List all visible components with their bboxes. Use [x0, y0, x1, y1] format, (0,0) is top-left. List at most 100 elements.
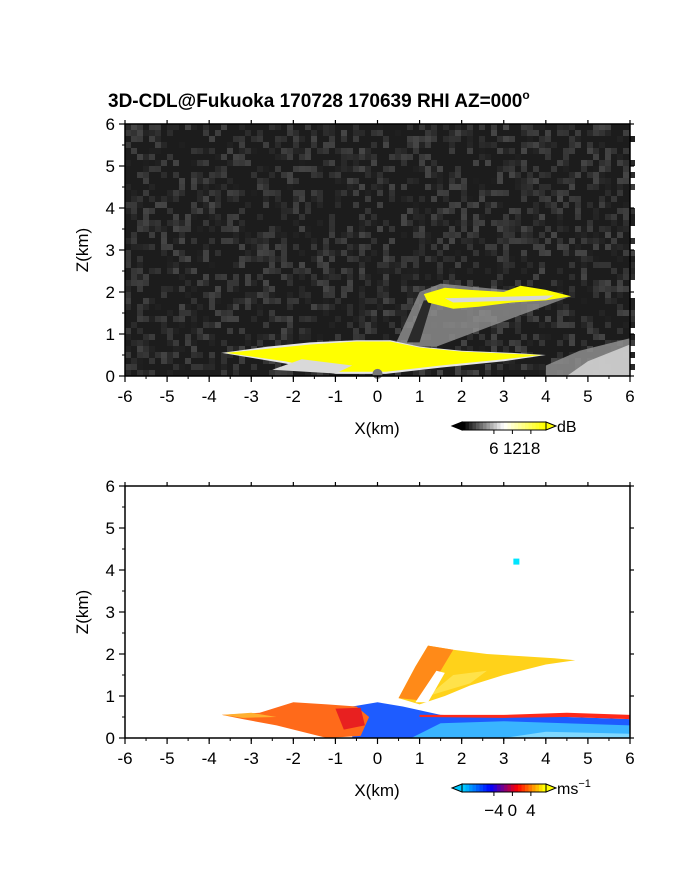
reflectivity-noise-cell [623, 130, 629, 136]
reflectivity-noise-cell [593, 184, 599, 190]
velocity-x-tick-label: 6 [625, 749, 634, 768]
velocity-colorbar-segment [469, 784, 474, 792]
reflectivity-noise-cell [611, 286, 617, 292]
reflectivity-noise-cell [233, 184, 239, 190]
reflectivity-noise-cell [353, 184, 359, 190]
reflectivity-noise-cell [125, 370, 131, 376]
reflectivity-noise-cell [353, 316, 359, 322]
reflectivity-noise-cell [191, 184, 197, 190]
reflectivity-noise-cell [401, 232, 407, 238]
reflectivity-noise-cell [209, 238, 215, 244]
reflectivity-noise-cell [551, 166, 557, 172]
reflectivity-noise-cell [401, 304, 407, 310]
reflectivity-noise-cell [323, 244, 329, 250]
reflectivity-noise-cell [269, 148, 275, 154]
reflectivity-noise-cell [479, 148, 485, 154]
reflectivity-noise-cell [347, 256, 353, 262]
reflectivity-noise-cell [347, 148, 353, 154]
reflectivity-noise-cell [515, 328, 521, 334]
reflectivity-noise-cell [479, 334, 485, 340]
reflectivity-noise-cell [563, 226, 569, 232]
reflectivity-noise-cell [287, 124, 293, 130]
reflectivity-noise-cell [539, 136, 545, 142]
reflectivity-noise-cell [221, 370, 227, 376]
reflectivity-noise-cell [179, 364, 185, 370]
reflectivity-noise-cell [215, 190, 221, 196]
reflectivity-noise-cell [359, 304, 365, 310]
reflectivity-noise-cell [533, 244, 539, 250]
reflectivity-noise-cell [449, 274, 455, 280]
reflectivity-noise-cell [173, 220, 179, 226]
reflectivity-noise-cell [275, 190, 281, 196]
reflectivity-noise-cell [557, 340, 563, 346]
reflectivity-noise-cell [551, 322, 557, 328]
reflectivity-noise-cell [125, 334, 131, 340]
reflectivity-noise-cell [365, 322, 371, 328]
reflectivity-noise-cell [233, 274, 239, 280]
reflectivity-noise-cell [617, 292, 623, 298]
reflectivity-noise-cell [557, 304, 563, 310]
reflectivity-noise-cell [563, 190, 569, 196]
reflectivity-noise-cell [263, 322, 269, 328]
reflectivity-noise-cell [125, 256, 131, 262]
reflectivity-noise-cell [245, 238, 251, 244]
velocity-colorbar-high-arrow [545, 783, 558, 793]
velocity-colorbar-segment [518, 784, 523, 792]
reflectivity-noise-cell [473, 226, 479, 232]
reflectivity-noise-cell [173, 214, 179, 220]
reflectivity-noise-cell [605, 178, 611, 184]
reflectivity-noise-cell [287, 334, 293, 340]
reflectivity-noise-cell [503, 250, 509, 256]
reflectivity-noise-cell [125, 346, 131, 352]
reflectivity-noise-cell [341, 190, 347, 196]
reflectivity-noise-cell [299, 262, 305, 268]
velocity-colorbar-segment [497, 784, 502, 792]
reflectivity-noise-cell [149, 352, 155, 358]
reflectivity-noise-cell [233, 346, 239, 352]
reflectivity-noise-cell [503, 286, 509, 292]
reflectivity-noise-cell [167, 334, 173, 340]
reflectivity-noise-cell [527, 340, 533, 346]
reflectivity-noise-cell [521, 238, 527, 244]
reflectivity-colorbar-segment [535, 422, 540, 430]
reflectivity-noise-cell [593, 334, 599, 340]
reflectivity-noise-cell [437, 250, 443, 256]
reflectivity-noise-cell [245, 250, 251, 256]
reflectivity-noise-cell [221, 154, 227, 160]
reflectivity-noise-cell [227, 328, 233, 334]
reflectivity-colorbar-unit: dB [557, 419, 577, 436]
reflectivity-noise-cell [311, 142, 317, 148]
reflectivity-noise-cell [179, 232, 185, 238]
reflectivity-noise-cell [143, 352, 149, 358]
reflectivity-noise-cell [521, 256, 527, 262]
reflectivity-noise-cell [167, 220, 173, 226]
reflectivity-noise-cell [329, 172, 335, 178]
reflectivity-noise-cell [317, 172, 323, 178]
reflectivity-noise-cell [509, 358, 515, 364]
reflectivity-noise-cell [395, 148, 401, 154]
reflectivity-noise-cell [437, 274, 443, 280]
reflectivity-noise-cell [359, 262, 365, 268]
reflectivity-noise-cell [347, 154, 353, 160]
reflectivity-noise-cell [125, 304, 131, 310]
reflectivity-noise-cell [143, 244, 149, 250]
reflectivity-noise-cell [503, 166, 509, 172]
reflectivity-noise-cell [419, 166, 425, 172]
reflectivity-noise-cell [287, 154, 293, 160]
reflectivity-noise-cell [341, 232, 347, 238]
reflectivity-noise-cell [479, 184, 485, 190]
reflectivity-noise-cell [467, 130, 473, 136]
velocity-colorbar-segment [472, 784, 477, 792]
reflectivity-noise-cell [173, 238, 179, 244]
reflectivity-noise-cell [257, 274, 263, 280]
velocity-colorbar-segment [542, 784, 547, 792]
reflectivity-noise-cell [125, 262, 131, 268]
reflectivity-y-label: Z(km) [73, 228, 92, 272]
reflectivity-noise-cell [485, 154, 491, 160]
reflectivity-noise-cell [407, 154, 413, 160]
reflectivity-noise-cell [395, 130, 401, 136]
reflectivity-x-tick-label: 3 [499, 387, 508, 406]
reflectivity-noise-cell [233, 190, 239, 196]
reflectivity-noise-cell [191, 310, 197, 316]
